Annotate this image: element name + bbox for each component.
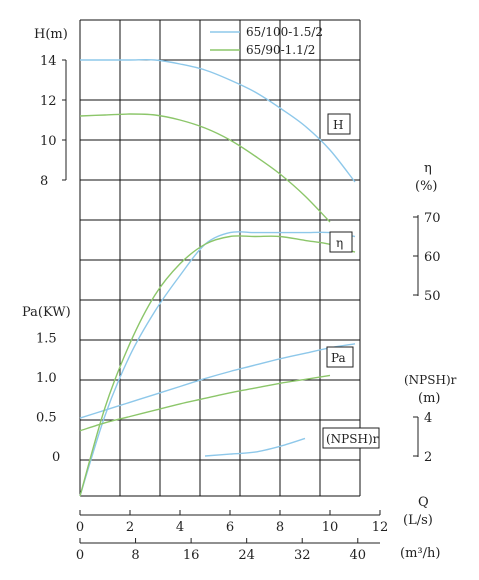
head-tick-label: 10 — [40, 134, 57, 149]
x-axis-ls-ticks: 0 2 4 6 8 10 12 — [76, 510, 388, 535]
npsh-label-box — [322, 427, 380, 449]
m3h-tick-label: 16 — [183, 548, 200, 563]
x-axis-q-label: Q — [418, 495, 429, 510]
efficiency-axis-ticks: 70 60 50 — [413, 211, 441, 304]
npsh-tick-label: 2 — [424, 450, 432, 465]
chart-curves — [79, 58, 356, 497]
legend-label-65-100: 65/100-1.5/2 — [246, 25, 323, 39]
head-tick-label: 12 — [40, 94, 57, 109]
head-curve-65-100 — [80, 58, 356, 183]
ls-tick-label: 2 — [126, 520, 134, 535]
efficiency-curve-65-100 — [79, 231, 356, 497]
power-tick-label: 0 — [52, 450, 60, 465]
power-axis-ticks: 1.5 1.0 0.5 0 — [36, 332, 60, 466]
head-axis-ticks: 14 12 10 8 — [40, 54, 66, 189]
efficiency-curve-label: η — [329, 231, 353, 253]
efficiency-label-box — [329, 231, 353, 253]
ls-tick-label: 8 — [276, 520, 284, 535]
x-axis-m3h-unit: (m³/h) — [400, 546, 440, 561]
ls-tick-label: 10 — [322, 520, 339, 535]
m3h-tick-label: 40 — [350, 548, 367, 563]
power-tick-label: 1.0 — [36, 371, 57, 386]
efficiency-tick-label: 60 — [424, 250, 441, 265]
npsh-axis-label: (NPSH)r — [404, 373, 457, 387]
efficiency-tick-label: 50 — [424, 289, 441, 304]
ls-tick-label: 6 — [226, 520, 234, 535]
chart-grid — [79, 19, 361, 497]
power-tick-label: 0.5 — [36, 411, 57, 426]
npsh-label-text: (NPSH)r — [326, 432, 379, 446]
head-label-box — [327, 113, 351, 135]
m3h-tick-label: 0 — [76, 548, 84, 563]
power-curve-65-100 — [79, 343, 356, 419]
power-label-text: Pa — [331, 351, 346, 365]
power-axis-label: Pa(KW) — [22, 305, 71, 320]
ls-tick-label: 0 — [76, 520, 84, 535]
m3h-tick-label: 32 — [294, 548, 311, 563]
efficiency-axis-symbol: η — [424, 161, 432, 176]
efficiency-tick-label: 70 — [424, 211, 441, 226]
ls-tick-label: 4 — [176, 520, 184, 535]
npsh-axis-ticks: 42 — [413, 411, 432, 465]
head-curve-label: H — [327, 113, 351, 135]
ls-tick-label: 12 — [372, 520, 389, 535]
x-axis-ls-unit: (L/s) — [403, 513, 433, 528]
npsh-curve-65-100 — [204, 437, 306, 457]
npsh-axis-unit: (m) — [418, 391, 440, 406]
head-axis-label: H(m) — [34, 27, 68, 42]
head-tick-label: 8 — [40, 174, 48, 189]
legend: 65/100-1.5/2 65/90-1.1/2 — [210, 25, 323, 57]
efficiency-axis-unit: (%) — [415, 179, 438, 194]
power-curve-65-90 — [79, 374, 331, 432]
power-label-box — [326, 346, 354, 368]
head-label-text: H — [333, 118, 343, 132]
head-curve-65-90 — [79, 113, 331, 223]
legend-label-65-90: 65/90-1.1/2 — [246, 43, 315, 57]
npsh-curve-label: (NPSH)r — [322, 427, 380, 449]
npsh-tick-label: 4 — [424, 411, 432, 426]
efficiency-label-text: η — [336, 236, 343, 250]
m3h-tick-label: 8 — [131, 548, 139, 563]
head-tick-label: 14 — [40, 54, 57, 69]
m3h-tick-label: 24 — [238, 548, 255, 563]
x-axis-m3h-ticks: 0 8 16 24 32 40 — [76, 538, 366, 563]
power-curve-label: Pa — [326, 346, 354, 368]
power-tick-label: 1.5 — [36, 332, 57, 347]
efficiency-curve-65-90 — [79, 235, 356, 497]
